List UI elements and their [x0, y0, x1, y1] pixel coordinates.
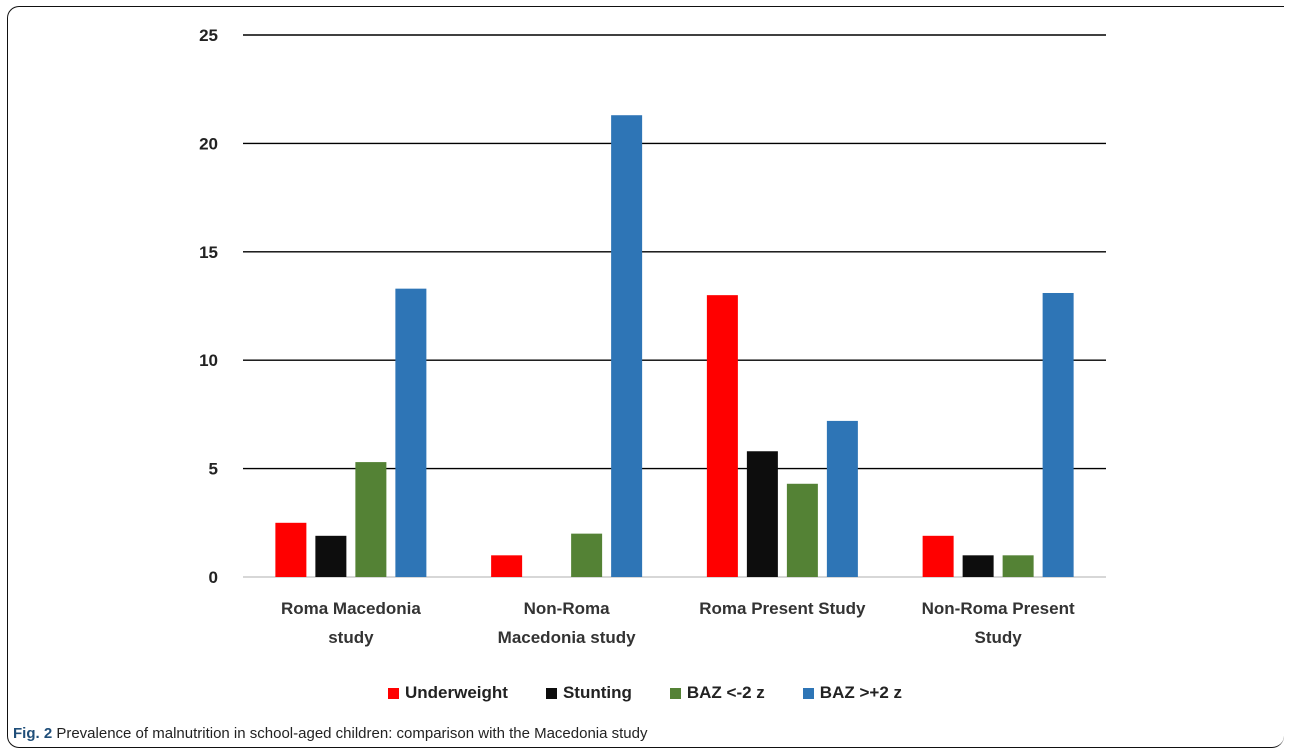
caption-label: Fig. 2	[13, 725, 53, 742]
bar	[275, 522, 307, 577]
bar	[571, 533, 603, 577]
bar	[315, 535, 347, 577]
x-tick-label: Study	[975, 628, 1023, 647]
y-axis: 0 5 10 15 20 25	[199, 26, 218, 587]
x-tick-label: Roma Present Study	[699, 599, 866, 618]
y-tick-label: 20	[199, 134, 218, 153]
bar	[1042, 292, 1074, 577]
caption-text: Prevalence of malnutrition in school-age…	[56, 725, 648, 742]
x-axis: Roma Macedonia study Non-Roma Macedonia stu…	[281, 599, 1075, 647]
legend-item: Underweight	[387, 683, 508, 703]
bar	[786, 483, 818, 577]
x-tick-label: Non-Roma	[524, 599, 610, 618]
legend-label: Stunting	[562, 683, 632, 702]
legend-item: BAZ <-2 z	[669, 683, 765, 703]
y-tick-label: 15	[199, 243, 218, 262]
legend-label: BAZ >+2 z	[819, 683, 902, 702]
y-tick-label: 5	[209, 460, 218, 479]
gridlines	[243, 34, 1106, 578]
legend-item: Stunting	[545, 683, 632, 703]
figure-caption: Fig. 2 Prevalence of malnutrition in sch…	[13, 725, 648, 742]
bar	[826, 420, 858, 577]
y-tick-label: 25	[199, 26, 218, 45]
legend-label: Underweight	[404, 683, 508, 702]
legend-swatch	[802, 687, 814, 699]
bar	[746, 451, 778, 577]
x-tick-label: Roma Macedonia	[281, 599, 421, 618]
legend-swatch	[387, 687, 399, 699]
x-tick-label: study	[328, 628, 374, 647]
bar	[491, 555, 523, 577]
bar-chart: 0 5 10 15 20 25 Roma Macedonia study Non-Roma Ma…	[199, 26, 1106, 647]
bars	[275, 115, 1074, 577]
bar	[922, 535, 954, 577]
legend-label: BAZ <-2 z	[686, 683, 765, 702]
x-tick-label: Macedonia study	[498, 628, 636, 647]
bar	[611, 115, 643, 577]
x-tick-label: Non-Roma Present	[922, 599, 1075, 618]
y-tick-label: 10	[199, 351, 218, 370]
legend-swatch	[545, 687, 557, 699]
bar	[355, 462, 387, 577]
figure-frame	[7, 6, 1284, 748]
y-tick-label: 0	[209, 568, 218, 587]
bar	[395, 288, 427, 577]
bar	[1002, 555, 1034, 577]
legend-swatch	[669, 687, 681, 699]
bar	[706, 295, 738, 577]
legend-item: BAZ >+2 z	[802, 683, 902, 703]
bar	[962, 555, 994, 577]
legend: Underweight Stunting BAZ <-2 z BAZ >+2 z	[0, 683, 1290, 703]
